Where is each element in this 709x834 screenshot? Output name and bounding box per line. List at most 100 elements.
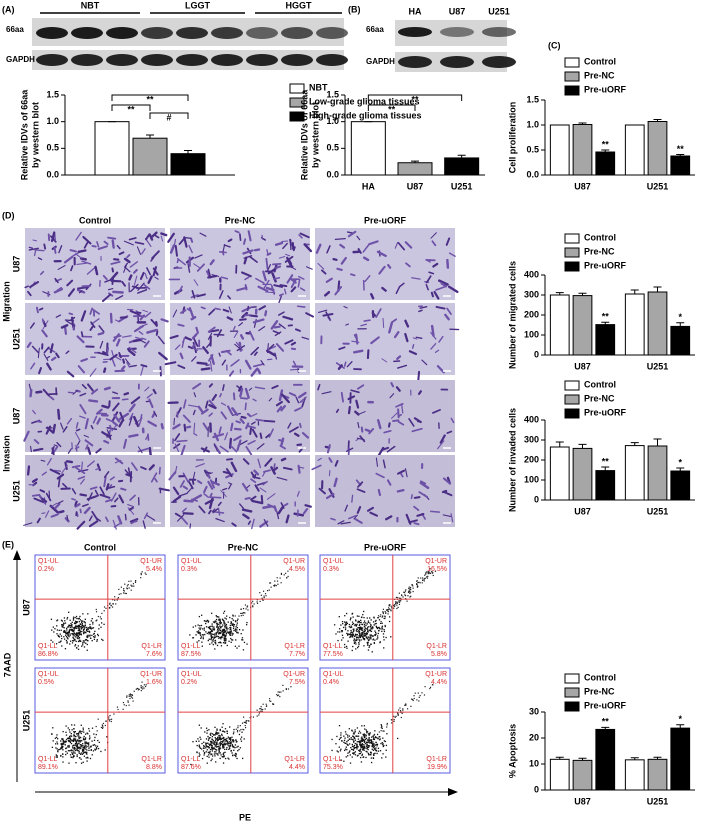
event-dot: [354, 754, 357, 756]
event-dot: [79, 631, 81, 634]
event-dot: [223, 752, 225, 754]
cell: [275, 400, 283, 407]
event-dot: [376, 733, 379, 736]
event-dot: [211, 748, 213, 750]
micrograph: [315, 303, 460, 383]
cell: [430, 232, 437, 239]
event-dot: [86, 636, 88, 639]
cell: [253, 363, 265, 368]
event-dot: [215, 632, 217, 634]
event-dot: [233, 731, 235, 733]
cell: [128, 416, 133, 426]
cell: [252, 398, 257, 402]
y-tick-label: 300: [524, 434, 539, 444]
cell: [57, 265, 66, 270]
cell: [45, 510, 50, 518]
event-dot: [128, 580, 130, 582]
event-dot: [372, 639, 374, 641]
cell: [450, 513, 454, 523]
event-dot: [366, 747, 368, 750]
event-dot: [405, 589, 407, 591]
event-dot: [345, 612, 348, 615]
cell: [139, 314, 146, 321]
event-dot: [215, 748, 217, 751]
cell: [186, 486, 193, 494]
event-dot: [226, 615, 228, 617]
event-dot: [233, 746, 235, 748]
event-dot: [373, 617, 375, 619]
event-dot: [349, 750, 351, 752]
cell: [266, 263, 272, 273]
cell: [317, 262, 325, 270]
event-dot: [204, 620, 206, 622]
event-dot: [89, 626, 91, 628]
event-dot: [202, 634, 205, 636]
event-dot: [225, 640, 227, 642]
cell: [395, 402, 404, 408]
event-dot: [228, 748, 230, 750]
cell: [141, 337, 147, 341]
cell: [103, 439, 110, 444]
cell: [351, 340, 360, 343]
event-dot: [65, 634, 67, 636]
event-dot: [367, 745, 370, 747]
event-dot: [63, 743, 65, 745]
event-dot: [210, 742, 212, 744]
event-dot: [85, 626, 88, 629]
event-dot: [345, 733, 347, 735]
event-dot: [56, 629, 59, 631]
event-dot: [368, 646, 370, 648]
quadrant-name: Q1-LR: [141, 643, 162, 650]
cell: [55, 314, 62, 318]
cell: [298, 275, 305, 280]
lane-label: U87: [449, 6, 466, 16]
event-dot: [198, 745, 200, 748]
event-dot: [244, 727, 247, 729]
event-dot: [221, 737, 224, 740]
event-dot: [62, 743, 64, 745]
event-dot: [211, 642, 213, 644]
event-dot: [428, 571, 430, 574]
event-dot: [361, 753, 364, 755]
cell: [364, 428, 371, 433]
cell: [299, 422, 302, 429]
cell: [250, 478, 257, 484]
event-dot: [224, 635, 226, 637]
event-dot: [198, 640, 200, 642]
event-dot: [282, 684, 284, 686]
event-dot: [238, 615, 240, 617]
bar: [670, 155, 691, 176]
event-dot: [82, 613, 84, 615]
cell: [275, 265, 282, 269]
event-dot: [69, 737, 71, 740]
event-dot: [59, 641, 62, 643]
cell: [256, 443, 265, 450]
event-dot: [244, 721, 246, 723]
event-dot: [395, 601, 397, 603]
event-dot: [78, 628, 81, 630]
cell: [255, 418, 265, 422]
cell: [53, 445, 59, 453]
event-dot: [100, 726, 103, 729]
event-dot: [230, 637, 232, 640]
event-dot: [355, 745, 358, 747]
event-dot: [210, 734, 212, 736]
event-dot: [71, 745, 74, 747]
event-dot: [341, 740, 343, 742]
event-dot: [229, 624, 232, 627]
event-dot: [235, 739, 237, 741]
event-dot: [70, 629, 72, 631]
bar: [572, 759, 593, 791]
event-dot: [349, 762, 352, 764]
event-dot: [77, 746, 79, 749]
cell: [66, 514, 69, 521]
cell: [196, 361, 208, 366]
error-bar: [578, 292, 587, 296]
event-dot: [203, 754, 205, 756]
event-dot: [122, 592, 125, 594]
cell: [79, 508, 82, 514]
event-dot: [81, 621, 83, 624]
event-dot: [388, 608, 391, 610]
event-dot: [377, 617, 379, 619]
event-dot: [358, 630, 361, 632]
